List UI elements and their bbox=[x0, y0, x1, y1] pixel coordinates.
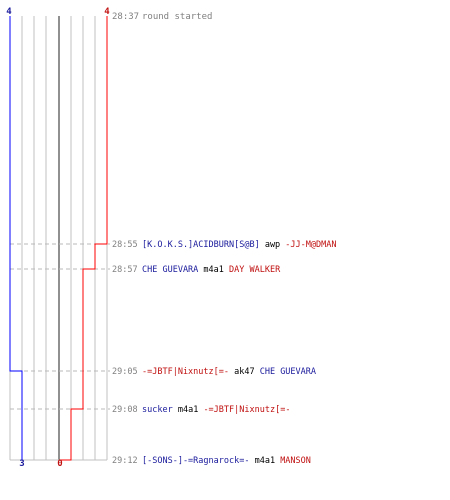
event-weapon: m4a1 bbox=[173, 405, 204, 415]
blue-start-count: 4 bbox=[6, 7, 12, 17]
event-victim: -JJ-M@DMAN bbox=[285, 240, 336, 250]
team-alive-steps bbox=[9, 16, 108, 461]
event-killer: [-SONS-]-=Ragnarock=- bbox=[142, 456, 249, 466]
kill-events: 28:55 [K.O.K.S.]ACIDBURN[S@B] awp -JJ-M@D… bbox=[112, 240, 336, 466]
red-team-alive-line bbox=[59, 16, 108, 461]
event-weapon: awp bbox=[260, 240, 286, 250]
event-weapon: m4a1 bbox=[198, 265, 229, 275]
event-time: 29:05 bbox=[112, 367, 138, 377]
event-killer: sucker bbox=[142, 405, 173, 415]
round-start-text: round started bbox=[142, 12, 212, 22]
event-time: 29:08 bbox=[112, 405, 138, 415]
event-line: CHE GUEVARA m4a1 DAY WALKER bbox=[142, 265, 281, 275]
event-connector-lines bbox=[10, 243, 110, 410]
event-weapon: m4a1 bbox=[249, 456, 280, 466]
event-victim: MANSON bbox=[280, 456, 311, 466]
event-time: 29:12 bbox=[112, 456, 138, 466]
event-line: [K.O.K.S.]ACIDBURN[S@B] awp -JJ-M@DMAN bbox=[142, 240, 336, 250]
blue-end-count: 3 bbox=[19, 459, 24, 469]
round-start-time: 28:37 bbox=[112, 12, 139, 22]
kill-event-row: 28:57 CHE GUEVARA m4a1 DAY WALKER bbox=[112, 265, 281, 275]
event-victim: DAY WALKER bbox=[229, 265, 281, 275]
event-victim: CHE GUEVARA bbox=[260, 367, 316, 377]
kill-event-row: 28:55 [K.O.K.S.]ACIDBURN[S@B] awp -JJ-M@D… bbox=[112, 240, 336, 250]
red-end-count: 0 bbox=[57, 459, 62, 469]
event-line: [-SONS-]-=Ragnarock=- m4a1 MANSON bbox=[142, 456, 311, 466]
event-killer: [K.O.K.S.]ACIDBURN[S@B] bbox=[142, 240, 260, 250]
event-line: sucker m4a1 -=JBTF|Nixnutz[=- bbox=[142, 405, 290, 415]
event-line: -=JBTF|Nixnutz[=- ak47 CHE GUEVARA bbox=[142, 367, 316, 377]
kill-event-row: 29:08 sucker m4a1 -=JBTF|Nixnutz[=- bbox=[112, 405, 290, 415]
event-time: 28:55 bbox=[112, 240, 138, 250]
event-killer: CHE GUEVARA bbox=[142, 265, 198, 275]
kill-event-row: 29:12 [-SONS-]-=Ragnarock=- m4a1 MANSON bbox=[112, 456, 311, 466]
red-start-count: 4 bbox=[104, 7, 110, 17]
event-time: 28:57 bbox=[112, 265, 138, 275]
event-killer: -=JBTF|Nixnutz[=- bbox=[142, 367, 229, 377]
timeline-grid bbox=[9, 16, 108, 461]
kill-event-row: 29:05 -=JBTF|Nixnutz[=- ak47 CHE GUEVARA bbox=[112, 367, 316, 377]
event-weapon: ak47 bbox=[229, 367, 260, 377]
round-start-row: 28:37 round started bbox=[112, 12, 212, 22]
event-victim: -=JBTF|Nixnutz[=- bbox=[203, 405, 290, 415]
blue-team-alive-line bbox=[9, 16, 23, 460]
